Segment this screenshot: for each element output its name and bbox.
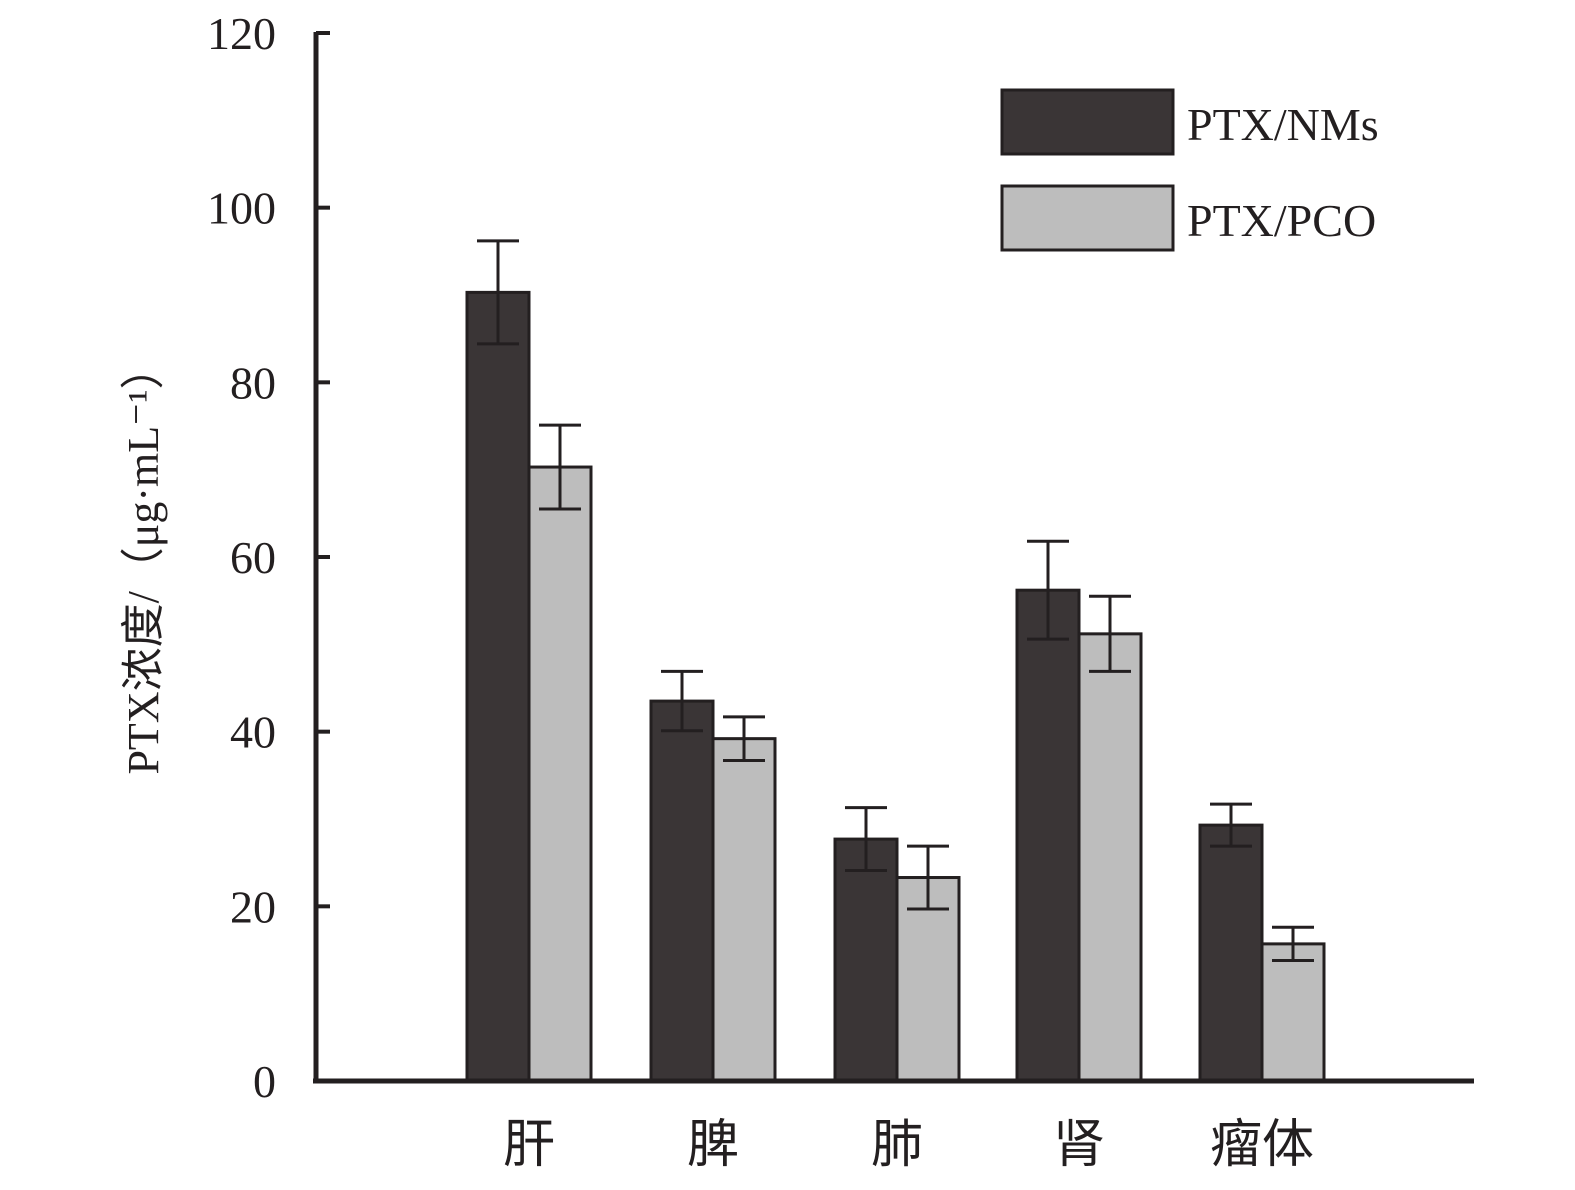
bar-ptx-pco — [711, 737, 777, 1083]
error-bars-layer — [477, 239, 1314, 962]
bar-ptx-nms — [1198, 823, 1264, 1083]
category-labels-layer: 肝 脾 肺 肾 瘤体 — [503, 1117, 1314, 1174]
y-tick-label: 60 — [230, 532, 276, 583]
error-bar — [1089, 594, 1131, 673]
y-tick-label: 20 — [230, 881, 276, 932]
bar-ptx-nms — [465, 290, 531, 1083]
y-tick-label: 100 — [207, 183, 276, 234]
error-bar — [907, 844, 949, 911]
bar-ptx-pco — [527, 465, 593, 1083]
y-tick-label: 80 — [230, 357, 276, 408]
x-category-label: 瘤体 — [1210, 1117, 1314, 1174]
legend-label: PTX/PCO — [1187, 195, 1376, 246]
x-category-label: 脾 — [687, 1117, 739, 1174]
legend-swatch — [1000, 88, 1175, 156]
y-tick-label: 40 — [230, 707, 276, 758]
bar-ptx-pco — [1260, 942, 1326, 1083]
error-bar — [845, 806, 887, 873]
x-category-label: 肾 — [1053, 1117, 1105, 1174]
error-bar — [477, 239, 519, 346]
legend-swatch — [1000, 184, 1175, 252]
y-tick-label: 120 — [207, 8, 276, 59]
y-tick-label: 0 — [253, 1056, 276, 1107]
bars-layer — [465, 290, 1326, 1083]
error-bar — [661, 669, 703, 733]
y-axis-title: PTX浓度/（μg·mL⁻¹） — [119, 345, 168, 774]
bar-ptx-nms — [1015, 588, 1081, 1083]
error-bar — [1272, 925, 1314, 962]
x-category-label: 肺 — [871, 1117, 923, 1174]
error-bar — [1027, 539, 1069, 641]
y-ticks-layer: 0 20 40 60 80 100 120 — [207, 8, 330, 1107]
error-bar — [723, 715, 765, 762]
error-bar — [539, 423, 581, 511]
bar-ptx-pco — [895, 876, 961, 1083]
error-bar — [1210, 802, 1252, 848]
legend: PTX/NMs PTX/PCO — [1000, 88, 1379, 252]
legend-label: PTX/NMs — [1187, 99, 1379, 150]
x-category-label: 肝 — [503, 1117, 555, 1174]
bar-ptx-nms — [649, 699, 715, 1083]
bar-ptx-nms — [833, 837, 899, 1083]
bar-ptx-pco — [1077, 632, 1143, 1083]
